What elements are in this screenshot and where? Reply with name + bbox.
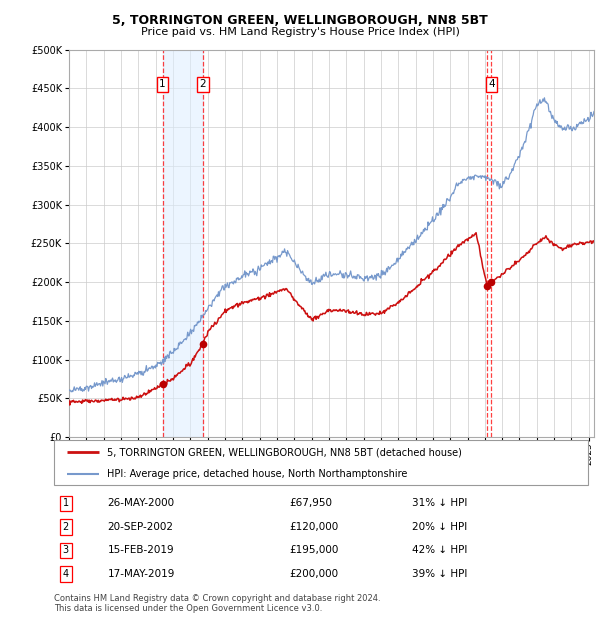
FancyBboxPatch shape [54,440,588,485]
Text: 15-FEB-2019: 15-FEB-2019 [107,546,174,556]
Text: £200,000: £200,000 [289,569,338,579]
Text: 5, TORRINGTON GREEN, WELLINGBOROUGH, NN8 5BT: 5, TORRINGTON GREEN, WELLINGBOROUGH, NN8… [112,14,488,27]
Text: £195,000: £195,000 [289,546,338,556]
Text: 4: 4 [62,569,69,579]
Text: 4: 4 [488,79,495,89]
Text: 20-SEP-2002: 20-SEP-2002 [107,522,173,532]
Text: 39% ↓ HPI: 39% ↓ HPI [412,569,467,579]
Text: £67,950: £67,950 [289,498,332,508]
Text: 2: 2 [62,522,69,532]
Text: HPI: Average price, detached house, North Northamptonshire: HPI: Average price, detached house, Nort… [107,469,408,479]
Text: 2: 2 [199,79,206,89]
Text: 1: 1 [159,79,166,89]
Text: This data is licensed under the Open Government Licence v3.0.: This data is licensed under the Open Gov… [54,604,322,613]
Text: £120,000: £120,000 [289,522,338,532]
Text: 3: 3 [62,546,69,556]
Text: 17-MAY-2019: 17-MAY-2019 [107,569,175,579]
Text: Price paid vs. HM Land Registry's House Price Index (HPI): Price paid vs. HM Land Registry's House … [140,27,460,37]
Bar [163,50,203,437]
Text: 5, TORRINGTON GREEN, WELLINGBOROUGH, NN8 5BT (detached house): 5, TORRINGTON GREEN, WELLINGBOROUGH, NN8… [107,447,462,458]
Text: 26-MAY-2000: 26-MAY-2000 [107,498,175,508]
Text: 20% ↓ HPI: 20% ↓ HPI [412,522,467,532]
Text: 31% ↓ HPI: 31% ↓ HPI [412,498,467,508]
Text: 1: 1 [62,498,69,508]
Text: 42% ↓ HPI: 42% ↓ HPI [412,546,467,556]
Text: Contains HM Land Registry data © Crown copyright and database right 2024.: Contains HM Land Registry data © Crown c… [54,594,380,603]
